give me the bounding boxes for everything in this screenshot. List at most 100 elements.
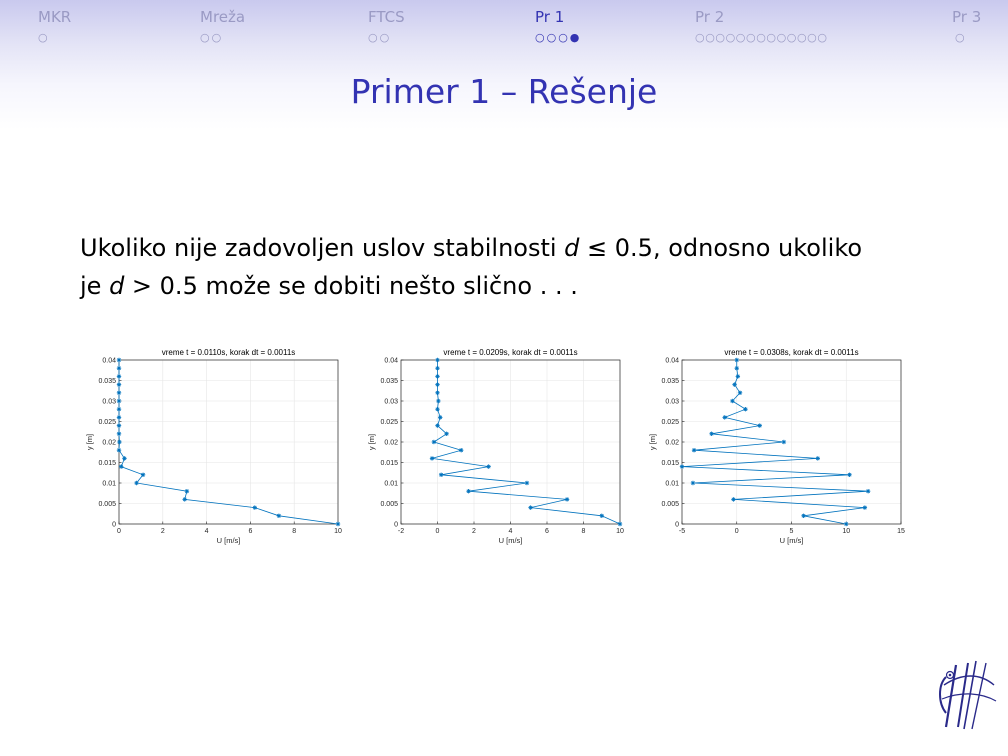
data-point (459, 448, 464, 453)
data-point-stroke (732, 382, 737, 387)
x-tick-label: 15 (897, 528, 905, 535)
data-point-stroke (439, 472, 444, 477)
data-point-stroke (466, 489, 471, 494)
body-text-run: je (80, 272, 110, 300)
math-variable-d: d (109, 272, 125, 300)
data-point (122, 456, 127, 461)
x-tick-label: 10 (616, 528, 624, 535)
data-point (691, 448, 697, 453)
data-point-stroke (731, 497, 736, 502)
data-point (564, 497, 570, 502)
data-point (438, 472, 444, 477)
data-point (486, 464, 491, 469)
data-point-stroke (528, 505, 533, 510)
y-tick-label: 0 (675, 522, 679, 529)
data-point-stroke (599, 513, 604, 518)
nav-dots-mreza[interactable]: ○○ (200, 31, 224, 44)
data-point-stroke (438, 415, 443, 420)
x-tick-label: 6 (545, 528, 549, 535)
data-point (844, 521, 849, 527)
data-point-stroke (117, 440, 122, 444)
data-point-stroke (435, 358, 440, 362)
data-point (444, 431, 449, 436)
y-tick-label: 0.005 (98, 501, 116, 508)
data-point-stroke (117, 390, 121, 395)
x-tick-label: 4 (509, 528, 513, 535)
data-point (116, 382, 122, 387)
y-tick-label: 0.03 (102, 399, 116, 406)
y-tick-label: 0.04 (665, 358, 679, 365)
nav-dots-mkr[interactable]: ○ (38, 31, 50, 44)
data-point (801, 513, 806, 518)
data-point-stroke (618, 522, 622, 526)
nav-section-mkr[interactable]: MKR (38, 8, 72, 26)
data-point (732, 382, 737, 387)
nav-dots-pr1[interactable]: ○○○● (535, 31, 582, 44)
x-tick-label: -5 (679, 528, 685, 535)
data-point-stroke (525, 481, 529, 485)
chart-title: vreme t = 0.0209s, korak dt = 0.0011s (443, 348, 577, 357)
y-tick-label: 0.04 (102, 358, 116, 365)
nav-dots-pr2[interactable]: ○○○○○○○○○○○○○ (695, 31, 828, 44)
x-axis-label: U [m/s] (217, 536, 241, 545)
y-tick-label: 0.01 (384, 481, 398, 488)
y-tick-label: 0.025 (380, 419, 398, 426)
x-tick-label: 2 (161, 528, 165, 535)
nav-section-pr3[interactable]: Pr 3 (952, 8, 982, 26)
data-point (743, 407, 748, 412)
y-tick-label: 0.025 (661, 419, 679, 426)
data-point-stroke (692, 448, 696, 453)
data-point-stroke (734, 366, 739, 371)
data-point (679, 464, 685, 469)
data-point-stroke (435, 382, 440, 387)
data-point-stroke (757, 423, 762, 428)
data-point-stroke (435, 390, 440, 395)
nav-section-ftcs[interactable]: FTCS (368, 8, 405, 26)
data-point-stroke (117, 382, 121, 387)
data-point-stroke (185, 489, 189, 494)
nav-section-mreza[interactable]: Mreža (200, 8, 246, 26)
data-point (781, 439, 787, 445)
data-point-stroke (117, 448, 121, 453)
chart-title: vreme t = 0.0110s, korak dt = 0.0011s (162, 348, 296, 357)
data-point (435, 382, 440, 387)
data-point (134, 480, 139, 486)
data-point-stroke (336, 522, 340, 526)
data-point-stroke (435, 374, 440, 379)
data-point (862, 505, 868, 510)
x-tick-label: 8 (292, 528, 296, 535)
data-point-stroke (565, 497, 569, 502)
data-point-stroke (722, 415, 727, 420)
data-point-stroke (117, 415, 121, 420)
data-point-stroke (122, 456, 127, 461)
nav-dots-pr3[interactable]: ○ (955, 31, 967, 44)
data-point-stroke (117, 407, 121, 412)
y-axis-label: y [m] (85, 434, 94, 450)
data-point-stroke (815, 456, 820, 461)
data-point-stroke (709, 431, 714, 436)
chart-3: -5 0 5 10 1500.0050.010.0150.020.0250.030.03… (648, 348, 905, 545)
body-text-run: ≤ 0.5, odnosno ukoliko (579, 234, 863, 262)
data-point (438, 415, 443, 420)
data-point-stroke (435, 423, 440, 428)
nav-section-pr2[interactable]: Pr 2 (695, 8, 725, 26)
x-tick-label: 10 (334, 528, 342, 535)
data-point-stroke (486, 464, 491, 469)
data-point-stroke (459, 448, 464, 453)
x-axis-label: U [m/s] (499, 536, 523, 545)
data-point (815, 456, 820, 461)
nav-dots-ftcs[interactable]: ○○ (368, 31, 392, 44)
x-tick-label: 5 (790, 528, 794, 535)
x-tick-label: 6 (248, 528, 252, 535)
university-logo (939, 660, 997, 730)
data-point (116, 357, 122, 363)
data-point-stroke (435, 407, 440, 412)
data-point (276, 513, 282, 518)
data-point-stroke (743, 407, 748, 412)
y-tick-label: 0.02 (384, 440, 398, 447)
nav-section-pr1[interactable]: Pr 1 (535, 8, 565, 26)
body-line-1: Ukoliko nije zadovoljen uslov stabilnost… (80, 229, 920, 267)
data-point-stroke (866, 489, 871, 494)
y-tick-label: 0 (112, 522, 116, 529)
y-tick-label: 0.015 (380, 460, 398, 467)
